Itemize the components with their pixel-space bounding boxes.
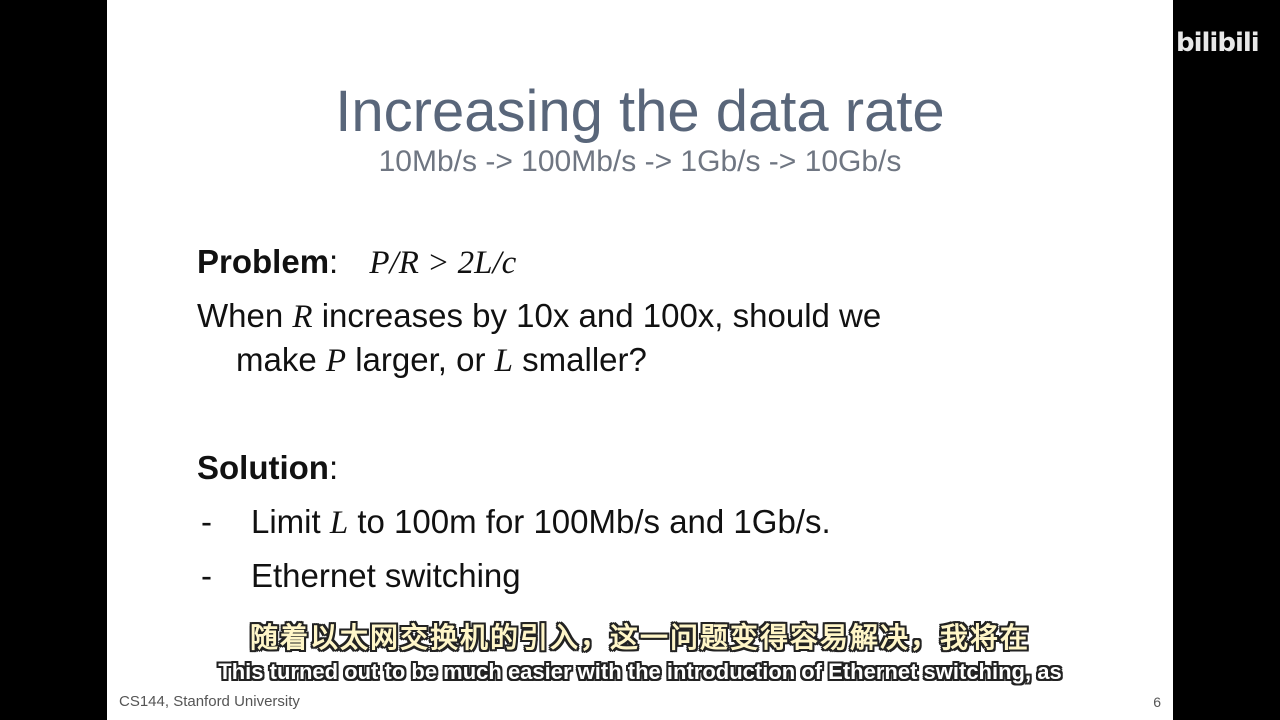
question-text-2b: larger, or: [346, 341, 495, 378]
slide-footer: CS144, Stanford University: [119, 693, 300, 710]
slide-title: Increasing the data rate: [335, 79, 945, 144]
bullet-item: - Limit L to 100m for 100Mb/s and 1Gb/s.: [201, 503, 831, 542]
slide-subtitle: 10Mb/s -> 100Mb/s -> 1Gb/s -> 10Gb/s: [378, 145, 902, 178]
subtitle-chinese: 随着以太网交换机的引入，这一问题变得容易解决，我将在: [249, 622, 1030, 653]
problem-formula: P/R > 2L/c: [369, 245, 517, 281]
solution-line: Solution:: [197, 449, 338, 487]
problem-colon: :: [329, 243, 339, 280]
bullet-text-b: to 100m for 100Mb/s and 1Gb/s.: [348, 503, 831, 540]
bilibili-logo: bilibili: [1176, 28, 1260, 58]
solution-label: Solution: [197, 449, 329, 486]
solution-colon: :: [328, 449, 339, 486]
bullet-item: - Ethernet switching: [201, 557, 521, 595]
slide: Increasing the data rate 10Mb/s -> 100Mb…: [107, 0, 1173, 720]
question-line-1: When R increases by 10x and 100x, should…: [197, 297, 881, 336]
question-line-2: make P larger, or L smaller?: [236, 341, 647, 380]
subtitle-english: This turned out to be much easier with t…: [218, 659, 1062, 684]
bullet-dash: -: [201, 557, 212, 594]
question-text-1a: When: [197, 297, 293, 334]
bullet-text-a: Limit: [251, 503, 330, 540]
question-text-1b: increases by 10x and 100x, should we: [312, 297, 882, 334]
bullet-var-l: L: [329, 505, 349, 541]
bullet-text-a: Ethernet switching: [251, 557, 521, 594]
bullet-dash: -: [201, 503, 212, 540]
var-l: L: [494, 343, 513, 379]
question-text-2a: make: [236, 341, 326, 378]
problem-label: Problem: [197, 243, 330, 280]
question-text-2c: smaller?: [512, 341, 647, 378]
var-p: P: [325, 343, 347, 379]
problem-line: Problem: P/R > 2L/c: [197, 243, 516, 282]
page-number: 6: [1153, 694, 1161, 710]
var-r: R: [292, 299, 313, 335]
